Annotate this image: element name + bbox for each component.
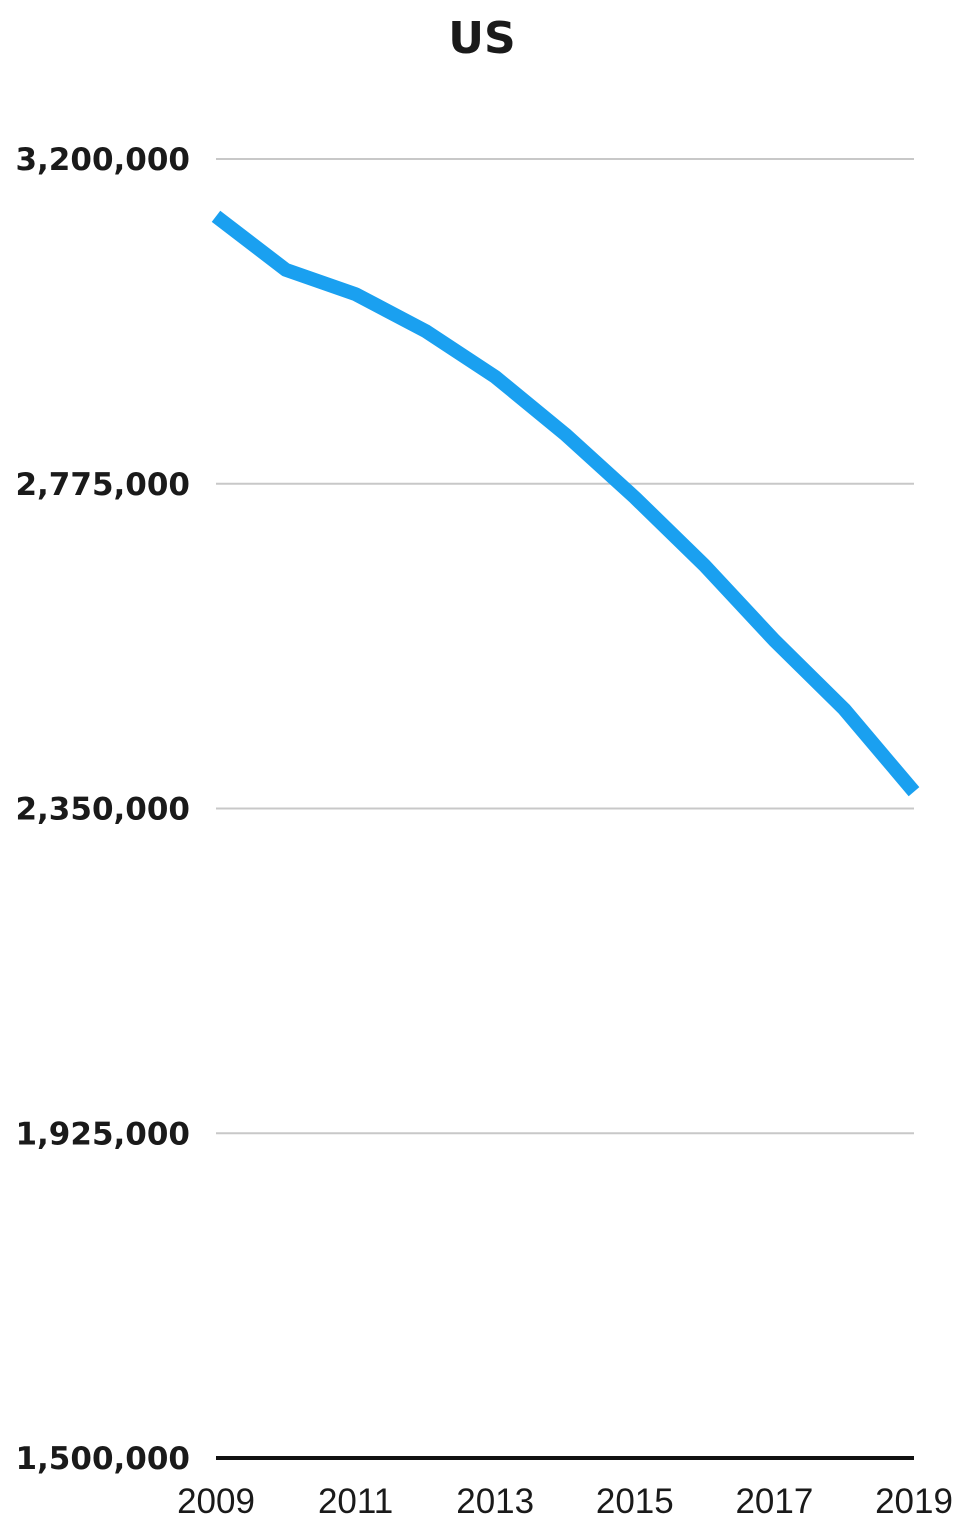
y-tick-label: 2,350,000: [15, 792, 190, 828]
series-line: [211, 210, 920, 797]
gridlines: [216, 158, 914, 1135]
x-tick-label: 2011: [318, 1482, 393, 1521]
x-tick-label: 2015: [596, 1482, 674, 1521]
chart-title: US: [448, 13, 515, 64]
y-tick-label: 3,200,000: [15, 142, 190, 178]
x-tick-label: 2013: [456, 1482, 534, 1521]
y-tick-label: 1,500,000: [15, 1441, 190, 1477]
y-axis-tick-labels: 1,500,000 1,925,000 2,350,000 2,775,000 3,20…: [15, 142, 190, 1477]
series-lines: [211, 210, 920, 797]
y-tick-label: 1,925,000: [15, 1116, 190, 1152]
x-tick-label: 2017: [735, 1482, 813, 1521]
x-axis-tick-labels: 2009 2011 2013 2015 2017 2019: [177, 1482, 953, 1521]
x-tick-label: 2009: [177, 1482, 255, 1521]
x-tick-label: 2019: [875, 1482, 953, 1521]
y-tick-label: 2,775,000: [15, 467, 190, 503]
